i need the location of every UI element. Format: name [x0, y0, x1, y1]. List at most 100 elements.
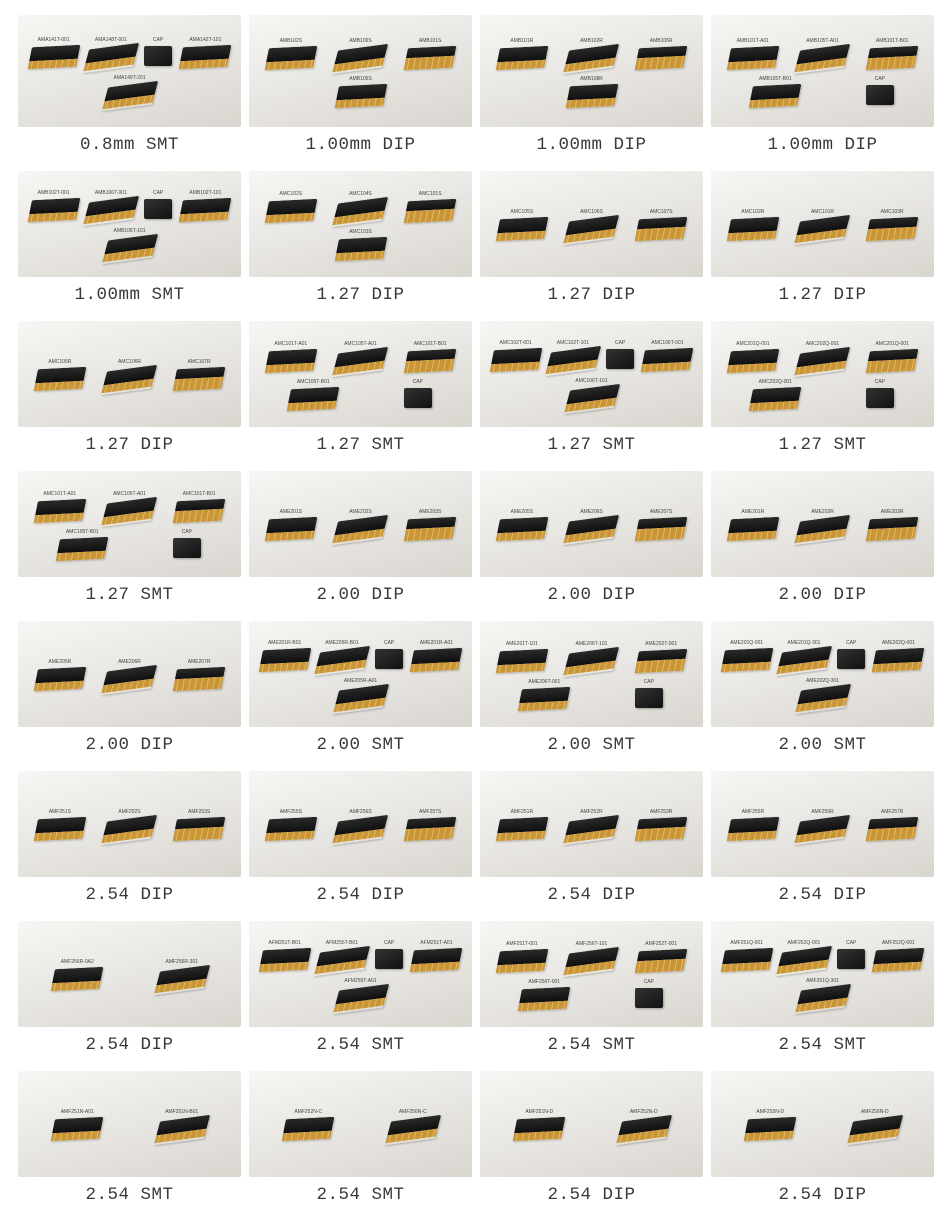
product-thumbnail[interactable]: AMF255N-DAMF256N-D — [711, 1071, 934, 1177]
product-cell[interactable]: AME205RAME206RAME207R2.00 DIP — [18, 621, 241, 765]
product-thumbnail[interactable]: AMA141T-001AMA148T-001CAPAMA142T-101AMA1… — [18, 15, 241, 127]
product-cell[interactable]: AME201R-B01AME205R-B01CAPAME201R-A01AME2… — [249, 621, 472, 765]
product-thumbnail[interactable]: AMF251Q-001AMF252Q-001CAPAMF252Q-001AMF2… — [711, 921, 934, 1027]
part-item: AMF256S — [336, 810, 384, 842]
part-item: AMC102T-001 — [492, 341, 540, 373]
part-label: AME202T-001 — [645, 642, 677, 647]
product-cell[interactable]: AMF252N-CAMF256N-C2.54 SMT — [249, 1071, 472, 1215]
product-caption: 1.27 SMT — [316, 435, 404, 455]
product-thumbnail[interactable]: AMB101RAMB102RAMB106RAMB108R — [480, 15, 703, 127]
product-thumbnail[interactable]: AME201RAME202RAME203R — [711, 471, 934, 577]
connector-icon — [83, 196, 139, 226]
product-thumbnail[interactable]: AMF251N-DAMF252N-D — [480, 1071, 703, 1177]
product-cell[interactable]: AMF255SAMF256SAMF257S2.54 DIP — [249, 771, 472, 915]
part-item: AMF255R — [729, 810, 777, 842]
product-thumbnail[interactable]: AMC101T-A01AMC105T-A01AMC101T-B01AMC105T… — [18, 471, 241, 577]
part-label: AMF252Q-001 — [787, 941, 820, 946]
product-thumbnail[interactable]: AMF251T-001AMF256T-101AMF252T-001AMF256T… — [480, 921, 703, 1027]
part-item: AMC106T-101 — [568, 379, 616, 411]
part-item: AMF255N-D — [746, 1110, 794, 1142]
part-item: AMB105S — [337, 77, 385, 107]
product-cell[interactable]: AMC102RAMC101RAMC103R1.27 DIP — [711, 171, 934, 315]
part-label: AME201S — [280, 510, 303, 515]
part-item: AMA149T-201 — [106, 76, 154, 108]
part-item: CAP — [375, 641, 403, 673]
connector-icon — [332, 815, 388, 845]
product-thumbnail[interactable]: AME201R-B01AME205R-B01CAPAME201R-A01AME2… — [249, 621, 472, 727]
product-cell[interactable]: AMB101RAMB102RAMB106RAMB108R1.00mm DIP — [480, 15, 703, 165]
product-cell[interactable]: AMA141T-001AMA148T-001CAPAMA142T-101AMA1… — [18, 15, 241, 165]
part-label: AMA148T-001 — [95, 38, 127, 43]
product-cell[interactable]: AMF251N-A01AMF251N-B012.54 SMT — [18, 1071, 241, 1215]
product-cell[interactable]: AFM251T-B01AFM255T-B01CAPAFM251T-A01AFM2… — [249, 921, 472, 1065]
product-cell[interactable]: AMC101T-A01AMC105T-A01AMC101T-B01AMC105T… — [18, 471, 241, 615]
part-label: AMC101T-A01 — [274, 342, 307, 347]
product-cell[interactable]: AME201RAME202RAME203R2.00 DIP — [711, 471, 934, 615]
product-thumbnail[interactable]: AMC201Q-001AMC202Q-001AMC201Q-001AMC202Q… — [711, 321, 934, 427]
product-cell[interactable]: AMC102SAMC104SAMC101SAMC103S1.27 DIP — [249, 171, 472, 315]
product-thumbnail[interactable]: AMC102RAMC101RAMC103R — [711, 171, 934, 277]
product-cell[interactable]: AMC102T-001AMC102T-101CAPAMC106T-001AMC1… — [480, 321, 703, 465]
product-cell[interactable]: AME201Q-001AME201Q-301CAPAME202Q-001AME2… — [711, 621, 934, 765]
product-cell[interactable]: AMF251Q-001AMF252Q-001CAPAMF252Q-001AMF2… — [711, 921, 934, 1065]
product-thumbnail[interactable]: AMB102T-001AMB106T-001CAPAMB102T-101AMB1… — [18, 171, 241, 277]
product-thumbnail[interactable]: AMF251N-A01AMF251N-B01 — [18, 1071, 241, 1177]
product-cell[interactable]: AMF251T-001AMF256T-101AMF252T-001AMF256T… — [480, 921, 703, 1065]
product-thumbnail[interactable]: AME201Q-001AME201Q-301CAPAME202Q-001AME2… — [711, 621, 934, 727]
product-cell[interactable]: AMB102SAMB106SAMB101SAMB105S1.00mm DIP — [249, 15, 472, 165]
product-thumbnail[interactable]: AMF251RAMF252RAMF253R — [480, 771, 703, 877]
part-label: AMF257R — [881, 810, 904, 815]
parts-container: AME205SAME206SAME207S — [480, 471, 703, 577]
part-item: CAP — [635, 980, 663, 1010]
connector-icon — [635, 949, 688, 973]
product-caption: 2.54 DIP — [778, 1185, 866, 1205]
parts-container: AME201RAME202RAME203R — [711, 471, 934, 577]
part-item: AMF256R-0A2 — [53, 960, 101, 992]
product-cell[interactable]: AME201T-101AME206T-101AME202T-001AME206T… — [480, 621, 703, 765]
product-cell[interactable]: AMF256R-0A2AMF256R-3012.54 DIP — [18, 921, 241, 1065]
product-thumbnail[interactable]: AMF255RAMF256RAMF257R — [711, 771, 934, 877]
product-thumbnail[interactable]: AME201T-101AME206T-101AME202T-001AME206T… — [480, 621, 703, 727]
product-thumbnail[interactable]: AMC102T-001AMC102T-101CAPAMC106T-001AMC1… — [480, 321, 703, 427]
product-cell[interactable]: AME205SAME206SAME207S2.00 DIP — [480, 471, 703, 615]
product-thumbnail[interactable]: AMF256R-0A2 AMF256R-301 — [18, 921, 241, 1027]
product-cell[interactable]: AMF251N-DAMF252N-D2.54 DIP — [480, 1071, 703, 1215]
product-cell[interactable]: AMF251SAMF252SAMF253S2.54 DIP — [18, 771, 241, 915]
product-thumbnail[interactable]: AMB101T-A01AMB105T-A01AMB101T-B01AMB105T… — [711, 15, 934, 127]
part-item: AMA141T-001 — [30, 38, 78, 70]
connector-icon — [749, 84, 802, 108]
product-thumbnail[interactable]: AME205SAME206SAME207S — [480, 471, 703, 577]
product-thumbnail[interactable]: AMB102SAMB106SAMB101SAMB105S — [249, 15, 472, 127]
product-thumbnail[interactable]: AMF251SAMF252SAMF253S — [18, 771, 241, 877]
parts-container: AFM251T-B01AFM255T-B01CAPAFM251T-A01AFM2… — [249, 921, 472, 1027]
product-cell[interactable]: AMF255RAMF256RAMF257R2.54 DIP — [711, 771, 934, 915]
product-cell[interactable]: AMC105RAMC106RAMC107R 1.27 DIP — [18, 321, 241, 465]
product-cell[interactable]: AMB101T-A01AMB105T-A01AMB101T-B01AMB105T… — [711, 15, 934, 165]
product-cell[interactable]: AMF251RAMF252RAMF253R2.54 DIP — [480, 771, 703, 915]
connector-icon — [794, 815, 850, 845]
product-cell[interactable]: AMC105SAMC106SAMC107S 1.27 DIP — [480, 171, 703, 315]
product-caption: 1.27 DIP — [547, 285, 635, 305]
part-item: AMC105T-B01 — [58, 530, 106, 560]
product-thumbnail[interactable]: AFM251T-B01AFM255T-B01CAPAFM251T-A01AFM2… — [249, 921, 472, 1027]
product-thumbnail[interactable]: AMC105SAMC106SAMC107S — [480, 171, 703, 277]
product-caption: 1.27 DIP — [85, 435, 173, 455]
connector-icon — [173, 817, 226, 841]
product-cell[interactable]: AMB102T-001AMB106T-001CAPAMB102T-101AMB1… — [18, 171, 241, 315]
part-item: AMF252N-D — [620, 1110, 668, 1142]
product-thumbnail[interactable]: AMF252N-CAMF256N-C — [249, 1071, 472, 1177]
product-thumbnail[interactable]: AMC102SAMC104SAMC101SAMC103S — [249, 171, 472, 277]
product-cell[interactable]: AMC101T-A01AMC105T-A01AMC101T-B01AMC105T… — [249, 321, 472, 465]
product-thumbnail[interactable]: AME201SAME202SAME203S — [249, 471, 472, 577]
part-item: AMF256R-301 — [158, 960, 206, 992]
product-cell[interactable]: AMF255N-DAMF256N-D 2.54 DIP — [711, 1071, 934, 1215]
product-thumbnail[interactable]: AME205RAME206RAME207R — [18, 621, 241, 727]
product-cell[interactable]: AME201SAME202SAME203S2.00 DIP — [249, 471, 472, 615]
product-cell[interactable]: AMC201Q-001AMC202Q-001AMC201Q-001AMC202Q… — [711, 321, 934, 465]
part-label: AME202R — [811, 510, 834, 515]
product-thumbnail[interactable]: AMC105RAMC106RAMC107R — [18, 321, 241, 427]
product-thumbnail[interactable]: AMF255SAMF256SAMF257S — [249, 771, 472, 877]
part-item: AME201R-A01 — [412, 641, 460, 673]
product-thumbnail[interactable]: AMC101T-A01AMC105T-A01AMC101T-B01AMC105T… — [249, 321, 472, 427]
parts-container: AMF255SAMF256SAMF257S — [249, 771, 472, 877]
